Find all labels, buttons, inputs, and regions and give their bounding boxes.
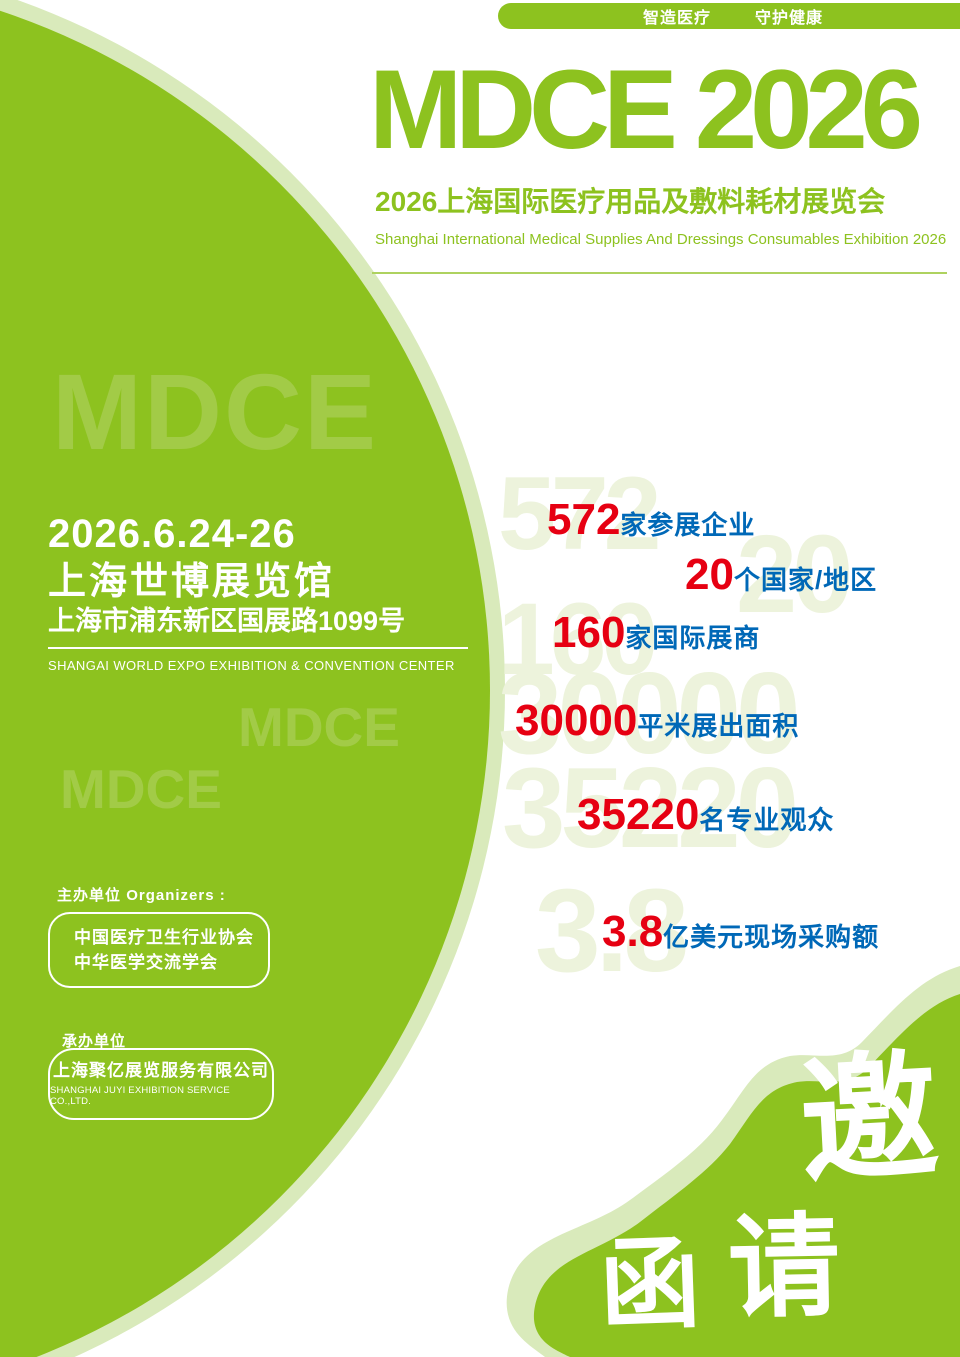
stat-label: 名专业观众 (699, 805, 835, 835)
brand-watermark-large: MDCE (52, 351, 378, 472)
operator-box: 上海聚亿展览服务有限公司 SHANGHAI JUYI EXHIBITION SE… (48, 1048, 274, 1120)
stat-value: 3.8 (602, 907, 664, 956)
organizers-label-en: Organizers : (126, 887, 226, 904)
number-watermark-20: 20 (736, 513, 853, 636)
venue-divider (48, 647, 468, 649)
number-watermark-35220: 35220 (502, 745, 799, 872)
organizers-box: 中国医疗卫生行业协会 中华医学交流学会 (48, 912, 270, 988)
organizers-label: 主办单位 Organizers : (57, 884, 226, 905)
stat-exhibitors: 572 家参展企业 (547, 498, 755, 542)
number-watermark-572: 572 (498, 456, 662, 572)
invitation-char-han: 函 (597, 1223, 703, 1345)
ribbon-slogan-1: 智造医疗 (643, 10, 712, 27)
stat-value: 160 (552, 608, 626, 657)
number-watermark-160: 160 (498, 582, 658, 696)
venue-name-en: SHANGAI WORLD EXPO EXHIBITION & CONVENTI… (48, 658, 455, 673)
stat-label: 家参展企业 (620, 510, 756, 540)
stat-value: 572 (547, 495, 621, 544)
number-watermark-30000: 30000 (498, 648, 801, 778)
operator-name-cn: 上海聚亿展览服务有限公司 (53, 1060, 269, 1080)
stat-countries: 20 个国家/地区 (685, 553, 877, 597)
stat-area: 30000 平米展出面积 (515, 699, 799, 743)
venue-block: 2026.6.24-26 上海世博展览馆 上海市浦东新区国展路1099号 SHA… (48, 514, 468, 673)
organizers-label-cn: 主办单位 (57, 887, 122, 904)
event-dates: 2026.6.24-26 (48, 512, 296, 556)
stat-value: 30000 (515, 696, 638, 745)
event-subtitle-en: Shanghai International Medical Supplies … (375, 231, 947, 248)
ribbon-slogan-2: 守护健康 (755, 10, 824, 27)
operator-name-en: SHANGHAI JUYI EXHIBITION SERVICE CO.,LTD… (50, 1085, 230, 1108)
invitation-char-qing: 请 (726, 1201, 842, 1334)
stat-label: 家国际展商 (625, 623, 761, 653)
stat-purchase-amount: 3.8 亿美元现场采购额 (602, 910, 879, 954)
venue-name-cn: 上海世博展览馆 (48, 561, 336, 603)
stat-label: 亿美元现场采购额 (663, 922, 880, 952)
organizer-name: 中华医学交流学会 (74, 953, 218, 972)
operator-label: 承办单位 (62, 1033, 127, 1050)
stat-visitors: 35220 名专业观众 (577, 793, 834, 837)
brand-watermark-mid: MDCE (238, 696, 400, 758)
brand-watermark-small: MDCE (60, 758, 222, 820)
venue-address-cn: 上海市浦东新区国展路1099号 (48, 606, 406, 636)
event-title: MDCE 2026 (369, 47, 923, 172)
invitation-char-yao: 邀 (795, 1033, 943, 1204)
event-subtitle-cn: 2026上海国际医疗用品及敷料耗材展览会 (375, 186, 886, 217)
organizer-name: 中国医疗卫生行业协会 (74, 927, 254, 947)
stat-label: 平米展出面积 (637, 711, 800, 741)
top-ribbon: 智造医疗 守护健康 (498, 3, 960, 29)
header-divider (372, 272, 947, 274)
stat-international-exhibitors: 160 家国际展商 (552, 611, 760, 655)
stat-value: 35220 (577, 790, 700, 839)
stat-label: 个国家/地区 (733, 565, 878, 595)
stat-value: 20 (685, 550, 734, 599)
